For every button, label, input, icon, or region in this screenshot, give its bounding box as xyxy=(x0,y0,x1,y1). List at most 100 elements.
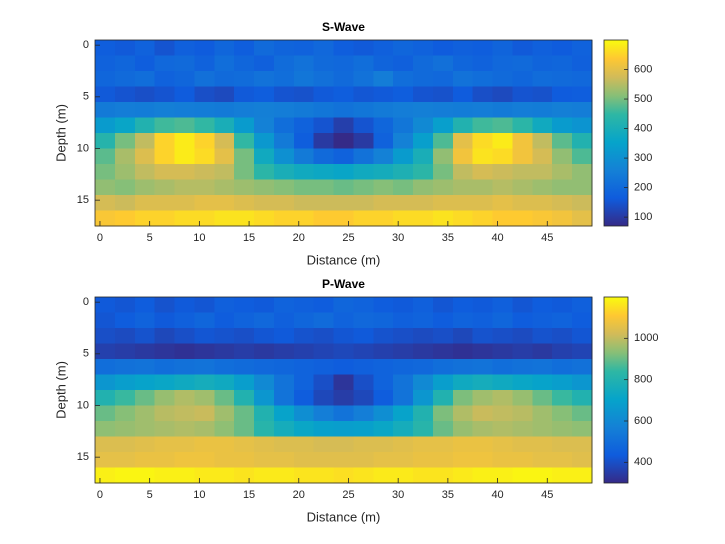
heatmap-cell xyxy=(452,179,474,196)
heatmap-cell xyxy=(214,312,235,329)
heatmap-cell xyxy=(373,102,394,118)
heatmap-cell xyxy=(293,343,315,360)
heatmap-cell xyxy=(313,390,334,406)
heatmap-cell xyxy=(194,452,215,468)
heatmap-cell xyxy=(134,102,156,118)
heatmap-cell xyxy=(452,467,474,484)
heatmap-cell xyxy=(373,467,394,484)
heatmap-cell xyxy=(194,210,215,227)
heatmap-cell xyxy=(154,390,175,406)
heatmap-cell xyxy=(413,405,434,422)
heatmap-cell xyxy=(234,421,255,437)
heatmap-cell xyxy=(492,117,513,134)
heatmap-cell xyxy=(114,195,136,211)
heatmap-cell xyxy=(413,374,434,391)
colorbar-tick-label: 600 xyxy=(634,415,652,427)
heatmap-cell xyxy=(572,328,593,344)
y-tick-label: 10 xyxy=(77,142,89,154)
heatmap-cell xyxy=(194,117,215,134)
heatmap-cell xyxy=(313,40,334,56)
heatmap-cell xyxy=(95,328,116,344)
heatmap-cell xyxy=(373,390,394,406)
heatmap-cell xyxy=(234,133,255,149)
heatmap-cell xyxy=(552,117,573,134)
heatmap-cell xyxy=(432,117,454,134)
heatmap-cell xyxy=(293,102,315,118)
heatmap-cell xyxy=(413,436,434,453)
heatmap-cell xyxy=(432,210,454,227)
heatmap-cell xyxy=(532,343,553,360)
heatmap-cell xyxy=(373,86,394,103)
heatmap-cell xyxy=(472,374,493,391)
heatmap-cell xyxy=(373,55,394,72)
heatmap-cell xyxy=(234,86,255,103)
heatmap-cell xyxy=(333,71,354,87)
heatmap-cell xyxy=(452,86,474,103)
heatmap-cell xyxy=(134,436,156,453)
heatmap-cell xyxy=(214,421,235,437)
heatmap-cell xyxy=(532,195,553,211)
heatmap-cell xyxy=(373,117,394,134)
heatmap-cell xyxy=(134,374,156,391)
heatmap-cell xyxy=(293,148,315,165)
heatmap-cell xyxy=(552,359,573,375)
heatmap-cell xyxy=(413,71,434,87)
heatmap-cell xyxy=(572,421,593,437)
heatmap-cell xyxy=(472,71,493,87)
heatmap-cell xyxy=(512,436,533,453)
heatmap-cell xyxy=(234,71,255,87)
heatmap-cell xyxy=(492,359,513,375)
heatmap-cell xyxy=(174,421,195,437)
heatmap-cell xyxy=(492,374,513,391)
heatmap-cell xyxy=(154,467,175,484)
heatmap-cell xyxy=(353,436,374,453)
heatmap-cell xyxy=(293,133,315,149)
heatmap-cell xyxy=(572,312,593,329)
heatmap-cell xyxy=(552,467,573,484)
heatmap-cell xyxy=(353,148,374,165)
heatmap-cell xyxy=(492,421,513,437)
heatmap-cell xyxy=(214,467,235,484)
heatmap-cell xyxy=(134,297,156,313)
heatmap-cell xyxy=(353,390,374,406)
heatmap-cell xyxy=(472,343,493,360)
heatmap-cell xyxy=(512,148,533,165)
heatmap-cell xyxy=(472,297,493,313)
heatmap-cell xyxy=(273,117,295,134)
heatmap-cell xyxy=(194,343,215,360)
heatmap-cell xyxy=(254,359,275,375)
heatmap-cell xyxy=(154,117,175,134)
heatmap-cell xyxy=(313,374,334,391)
colorbar-tick-label: 400 xyxy=(634,456,652,468)
heatmap-cell xyxy=(293,467,315,484)
heatmap-cell xyxy=(532,452,553,468)
heatmap-cell xyxy=(353,405,374,422)
heatmap-cell xyxy=(214,452,235,468)
heatmap-cell xyxy=(293,405,315,422)
heatmap-cell xyxy=(452,390,474,406)
x-axis-label: Distance (m) xyxy=(307,252,381,267)
heatmap-cell xyxy=(432,359,454,375)
heatmap-cell xyxy=(273,133,295,149)
heatmap-cell xyxy=(532,117,553,134)
heatmap-cell xyxy=(572,195,593,211)
heatmap-cell xyxy=(512,40,533,56)
heatmap-cell xyxy=(293,86,315,103)
heatmap-cell xyxy=(552,133,573,149)
heatmap-cell xyxy=(154,195,175,211)
heatmap-cell xyxy=(114,328,136,344)
heatmap-cell xyxy=(333,390,354,406)
heatmap-cell xyxy=(353,179,374,196)
heatmap-cell xyxy=(273,421,295,437)
heatmap-cell xyxy=(254,164,275,180)
heatmap-cell xyxy=(313,86,334,103)
heatmap-cell xyxy=(134,328,156,344)
heatmap-cell xyxy=(373,343,394,360)
heatmap-cell xyxy=(234,359,255,375)
heatmap-cell xyxy=(353,55,374,72)
heatmap-cell xyxy=(333,179,354,196)
heatmap-cell xyxy=(134,210,156,227)
heatmap-cell xyxy=(512,102,533,118)
heatmap-cell xyxy=(95,467,116,484)
heatmap-cell xyxy=(333,148,354,165)
